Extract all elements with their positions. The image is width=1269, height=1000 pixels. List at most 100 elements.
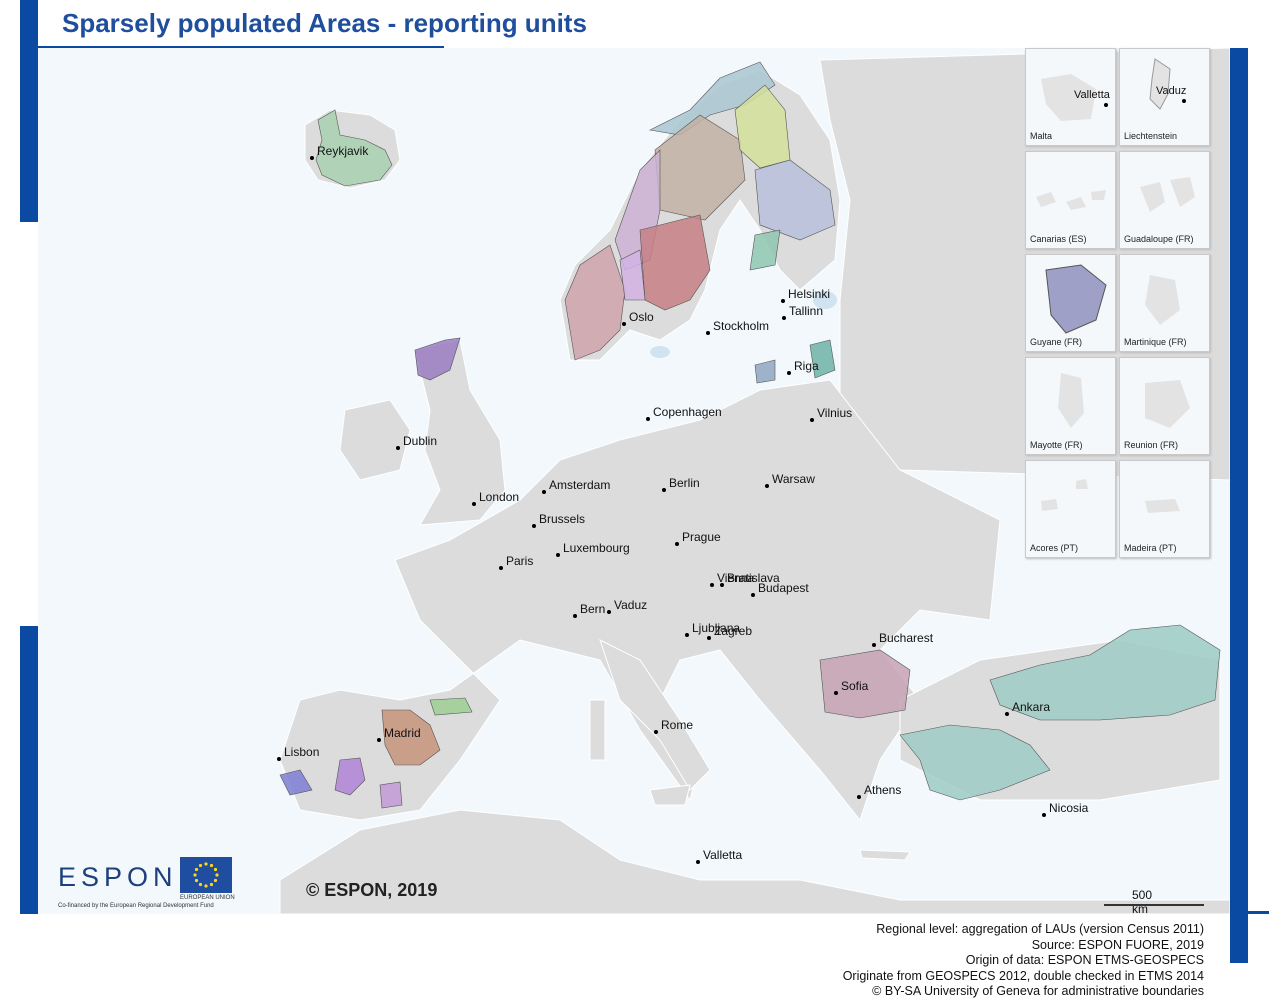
city-label: Rome xyxy=(661,718,694,732)
city-label: Bern xyxy=(580,602,606,616)
city-bratislava: Bratislava xyxy=(720,571,780,587)
land-north-africa xyxy=(279,809,1230,914)
city-marker-icon xyxy=(472,502,476,506)
city-label: Tallinn xyxy=(789,304,824,318)
city-valletta: Valletta xyxy=(696,848,742,864)
scale-label: 500 km xyxy=(1132,888,1153,916)
city-label: Budapest xyxy=(758,581,809,595)
land-italy xyxy=(599,639,711,791)
city-nicosia: Nicosia xyxy=(1042,801,1089,817)
lake-ladoga xyxy=(813,291,837,309)
spa-sweden-north xyxy=(654,114,746,221)
city-label: Nicosia xyxy=(1049,801,1089,815)
city-label: Ljubljana xyxy=(692,621,741,635)
spa-turkey-south xyxy=(899,724,1051,801)
city-label: Vaduz xyxy=(614,598,648,612)
city-marker-icon xyxy=(310,156,314,160)
spa-iceland xyxy=(315,109,393,187)
city-marker-icon xyxy=(685,633,689,637)
city-label: Copenhagen xyxy=(653,405,722,419)
inset-label: Reunion (FR) xyxy=(1124,440,1179,450)
city-marker-icon xyxy=(1042,813,1046,817)
city-label: Dublin xyxy=(403,434,438,448)
city-marker-icon xyxy=(696,860,700,864)
spa-norway-mid xyxy=(619,249,646,301)
land-crete xyxy=(859,849,911,861)
inset-capital: Valletta xyxy=(1074,89,1110,107)
city-rome: Rome xyxy=(654,718,694,734)
city-reykjavik: Reykjavik xyxy=(310,144,368,160)
spa-pyrenees xyxy=(429,697,473,716)
inset-guyane-fr: Guyane (FR) xyxy=(1025,254,1116,352)
inset-capital-label: Valletta xyxy=(1074,89,1110,101)
frame-bar-right xyxy=(1230,48,1248,963)
city-label: Athens xyxy=(864,783,902,797)
city-marker-icon xyxy=(675,542,679,546)
city-amsterdam: Amsterdam xyxy=(542,478,611,494)
inset-shape xyxy=(1149,58,1171,110)
inset-acores-pt: Acores (PT) xyxy=(1025,460,1116,558)
city-marker-icon xyxy=(834,691,838,695)
city-marker-icon xyxy=(622,322,626,326)
city-marker-icon xyxy=(646,417,650,421)
city-label: Oslo xyxy=(629,310,654,324)
city-marker-icon xyxy=(396,446,400,450)
city-marker-icon xyxy=(707,636,711,640)
city-marker-icon xyxy=(607,610,611,614)
city-marker-icon xyxy=(781,299,785,303)
inset-label: Guyane (FR) xyxy=(1030,337,1083,347)
inset-label: Mayotte (FR) xyxy=(1030,440,1083,450)
inset-shape xyxy=(1058,373,1084,428)
inset-label: Acores (PT) xyxy=(1030,543,1079,553)
inset-shape xyxy=(1041,74,1096,121)
source-line: Source: ESPON FUORE, 2019 xyxy=(1031,937,1204,952)
city-brussels: Brussels xyxy=(532,512,586,528)
frame-bar-left-top xyxy=(20,0,38,222)
spa-estonia-latvia xyxy=(809,339,836,379)
city-marker-icon xyxy=(277,757,281,761)
city-vaduz: Vaduz xyxy=(607,598,648,614)
city-label: Lisbon xyxy=(284,745,320,759)
inset-label: Canarias (ES) xyxy=(1030,234,1087,244)
city-label: Paris xyxy=(506,554,534,568)
city-ljubljana: Ljubljana xyxy=(685,621,741,637)
city-label: Stockholm xyxy=(713,319,770,333)
frame-bar-left-bottom xyxy=(20,626,38,914)
city-marker-icon xyxy=(662,488,666,492)
land-ireland xyxy=(339,399,411,481)
source-block: Regional level: aggregation of LAUs (ver… xyxy=(843,922,1204,1000)
city-label: Zagreb xyxy=(714,624,753,638)
city-marker-icon xyxy=(499,566,503,570)
city-marker-icon xyxy=(542,490,546,494)
copyright: © ESPON, 2019 xyxy=(306,880,438,900)
map-title: Sparsely populated Areas - reporting uni… xyxy=(62,8,587,38)
inset-shape xyxy=(1145,275,1180,325)
spa-bulgaria xyxy=(819,649,911,719)
city-marker-icon xyxy=(706,331,710,335)
inset-shape xyxy=(1045,264,1107,334)
inset-shape xyxy=(1145,380,1190,428)
inset-shape xyxy=(1041,479,1088,511)
frame-bar-top-line xyxy=(38,46,444,49)
inset-liechtenstein: Liechtenstein Vaduz xyxy=(1119,48,1210,146)
city-label: Amsterdam xyxy=(549,478,611,492)
city-zagreb: Zagreb xyxy=(707,624,753,640)
city-marker-icon xyxy=(857,795,861,799)
city-paris: Paris xyxy=(499,554,534,570)
city-label: Prague xyxy=(682,530,721,544)
city-luxembourg: Luxembourg xyxy=(556,541,630,557)
espon-logo-sub: Co-financed by the European Regional Dev… xyxy=(58,903,214,909)
spa-latvia-west xyxy=(754,359,776,384)
city-marker-icon xyxy=(1182,99,1186,103)
city-marker-icon xyxy=(1104,103,1108,107)
inset-canarias-es: Canarias (ES) xyxy=(1025,151,1116,249)
city-label: Bucharest xyxy=(879,631,934,645)
land-great-britain xyxy=(414,339,506,526)
inset-shape xyxy=(1145,499,1180,513)
source-line: Origin of data: ESPON ETMS-GEOSPECS xyxy=(965,953,1204,967)
city-label: Brussels xyxy=(539,512,586,526)
city-vienna: Vienna xyxy=(710,571,754,587)
city-label: Bratislava xyxy=(727,571,780,585)
source-line: Regional level: aggregation of LAUs (ver… xyxy=(876,922,1204,936)
city-marker-icon xyxy=(810,418,814,422)
